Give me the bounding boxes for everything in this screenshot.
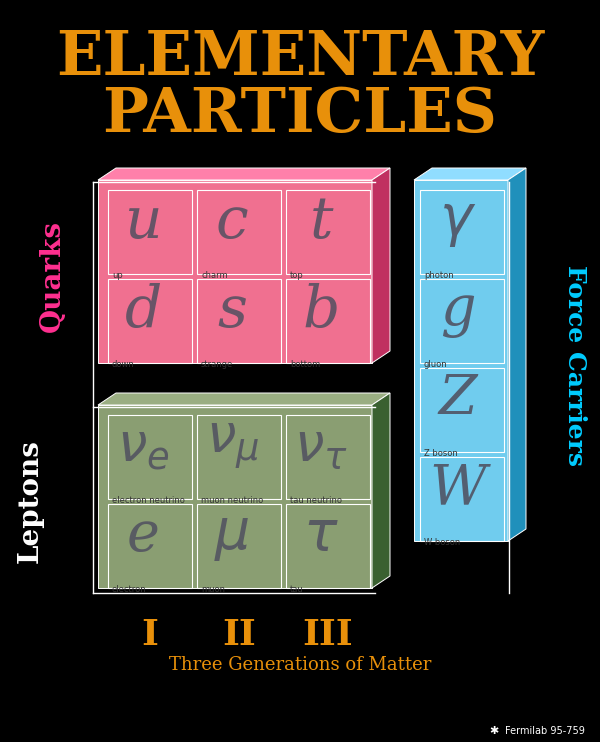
Polygon shape	[414, 168, 526, 180]
Bar	[286, 415, 370, 499]
Text: PARTICLES: PARTICLES	[103, 85, 497, 145]
Text: W boson: W boson	[424, 538, 460, 547]
Text: muon: muon	[201, 585, 225, 594]
Text: Three Generations of Matter: Three Generations of Matter	[169, 656, 431, 674]
Bar	[98, 405, 372, 588]
Text: b: b	[302, 283, 340, 339]
Bar	[286, 504, 370, 588]
Bar	[414, 180, 508, 541]
Text: strange: strange	[201, 360, 233, 369]
Text: electron: electron	[112, 585, 146, 594]
Bar	[108, 504, 192, 588]
Text: ✱: ✱	[490, 726, 499, 736]
Bar	[197, 279, 281, 363]
Text: W: W	[430, 462, 487, 516]
Text: s: s	[217, 283, 247, 339]
Text: $\gamma$: $\gamma$	[439, 194, 476, 249]
Bar	[286, 279, 370, 363]
Text: muon neutrino: muon neutrino	[201, 496, 263, 505]
Text: top: top	[290, 271, 304, 280]
Bar	[197, 190, 281, 274]
Text: down: down	[112, 360, 135, 369]
Text: Z boson: Z boson	[424, 449, 458, 458]
Polygon shape	[508, 168, 526, 541]
Polygon shape	[372, 393, 390, 588]
Bar	[420, 368, 504, 452]
Text: I: I	[142, 618, 158, 652]
Text: charm: charm	[201, 271, 227, 280]
Bar	[197, 415, 281, 499]
Text: gluon: gluon	[424, 360, 448, 369]
Text: $\tau$: $\tau$	[304, 508, 339, 563]
Bar	[98, 180, 372, 363]
Text: $\nu_\tau$: $\nu_\tau$	[295, 421, 348, 473]
Polygon shape	[98, 168, 390, 180]
Text: photon: photon	[424, 271, 454, 280]
Text: $\nu_\mu$: $\nu_\mu$	[206, 421, 259, 473]
Text: u: u	[124, 194, 162, 250]
Text: Leptons: Leptons	[16, 439, 44, 563]
Text: $\nu_e$: $\nu_e$	[117, 421, 170, 473]
Text: $\mu$: $\mu$	[214, 508, 250, 563]
Text: up: up	[112, 271, 123, 280]
Bar	[108, 279, 192, 363]
Text: Z: Z	[439, 372, 477, 427]
Text: Force Carriers: Force Carriers	[563, 265, 587, 466]
Text: c: c	[216, 194, 248, 250]
Text: g: g	[440, 283, 476, 338]
Bar	[197, 504, 281, 588]
Text: Quarks: Quarks	[38, 220, 65, 332]
Polygon shape	[372, 168, 390, 363]
Bar	[108, 190, 192, 274]
Text: bottom: bottom	[290, 360, 320, 369]
Bar	[420, 190, 504, 274]
Text: d: d	[125, 283, 162, 339]
Text: tau neutrino: tau neutrino	[290, 496, 342, 505]
Text: Fermilab 95-759: Fermilab 95-759	[505, 726, 585, 736]
Text: electron neutrino: electron neutrino	[112, 496, 185, 505]
Bar	[420, 457, 504, 541]
Text: ELEMENTARY: ELEMENTARY	[56, 28, 544, 88]
Text: e: e	[127, 508, 160, 563]
Bar	[108, 415, 192, 499]
Text: tau: tau	[290, 585, 304, 594]
Polygon shape	[98, 393, 390, 405]
Text: III: III	[302, 618, 353, 652]
Bar	[286, 190, 370, 274]
Text: II: II	[222, 618, 256, 652]
Bar	[420, 279, 504, 363]
Text: t: t	[310, 194, 333, 250]
